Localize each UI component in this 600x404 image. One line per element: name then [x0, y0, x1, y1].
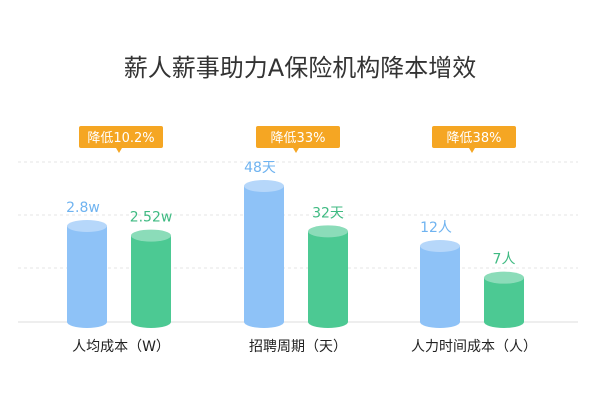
- bar-base: [67, 316, 107, 328]
- bar-top: [131, 229, 171, 242]
- data-label: 2.52w: [130, 210, 173, 226]
- category-label: 人均成本（W）: [72, 339, 170, 355]
- annotation-badge: [256, 126, 340, 148]
- bar-top: [244, 180, 284, 192]
- data-label: 2.8w: [66, 200, 100, 216]
- bar-base: [131, 316, 171, 328]
- bar-base: [484, 316, 524, 328]
- bar: [420, 246, 460, 322]
- category-label: 招聘周期（天）: [249, 339, 347, 355]
- bar: [484, 277, 524, 322]
- bar-base: [420, 316, 460, 328]
- bar: [67, 226, 107, 322]
- bar-group: 48天 32天 降低33% 招聘周期（天）: [244, 126, 348, 355]
- data-label: 32天: [312, 205, 344, 221]
- annotation-badge: [79, 126, 163, 148]
- category-label: 人力时间成本（人）: [411, 339, 537, 355]
- bar-top: [67, 220, 107, 232]
- annotation-badge: [432, 126, 516, 148]
- annotation-text: 降低33%: [271, 131, 326, 146]
- bar-top: [308, 225, 348, 238]
- bar-group: 2.8w 2.52w 降低10.2% 人均成本（W）: [66, 126, 172, 355]
- bar-top: [484, 271, 524, 284]
- data-label: 7人: [493, 252, 516, 268]
- annotation-pointer: [469, 148, 475, 153]
- annotation-text: 降低38%: [447, 131, 502, 146]
- bar-top: [420, 240, 460, 252]
- bar-groups: 2.8w 2.52w 降低10.2% 人均成本（W） 48天 32天 降低33% 招聘周期（天…: [66, 126, 537, 355]
- bar: [308, 231, 348, 322]
- bar: [131, 235, 171, 322]
- bar-base: [308, 316, 348, 328]
- data-label: 12人: [420, 220, 452, 236]
- data-label: 48天: [244, 160, 276, 176]
- annotation-text: 降低10.2%: [87, 131, 154, 146]
- chart-title: 薪人薪事助力A保险机构降本增效: [124, 54, 476, 82]
- annotation-pointer: [116, 148, 122, 153]
- bar: [244, 186, 284, 322]
- bar-base: [244, 316, 284, 328]
- bar-group: 12人 7人 降低38% 人力时间成本（人）: [411, 126, 537, 355]
- annotation-pointer: [293, 148, 299, 153]
